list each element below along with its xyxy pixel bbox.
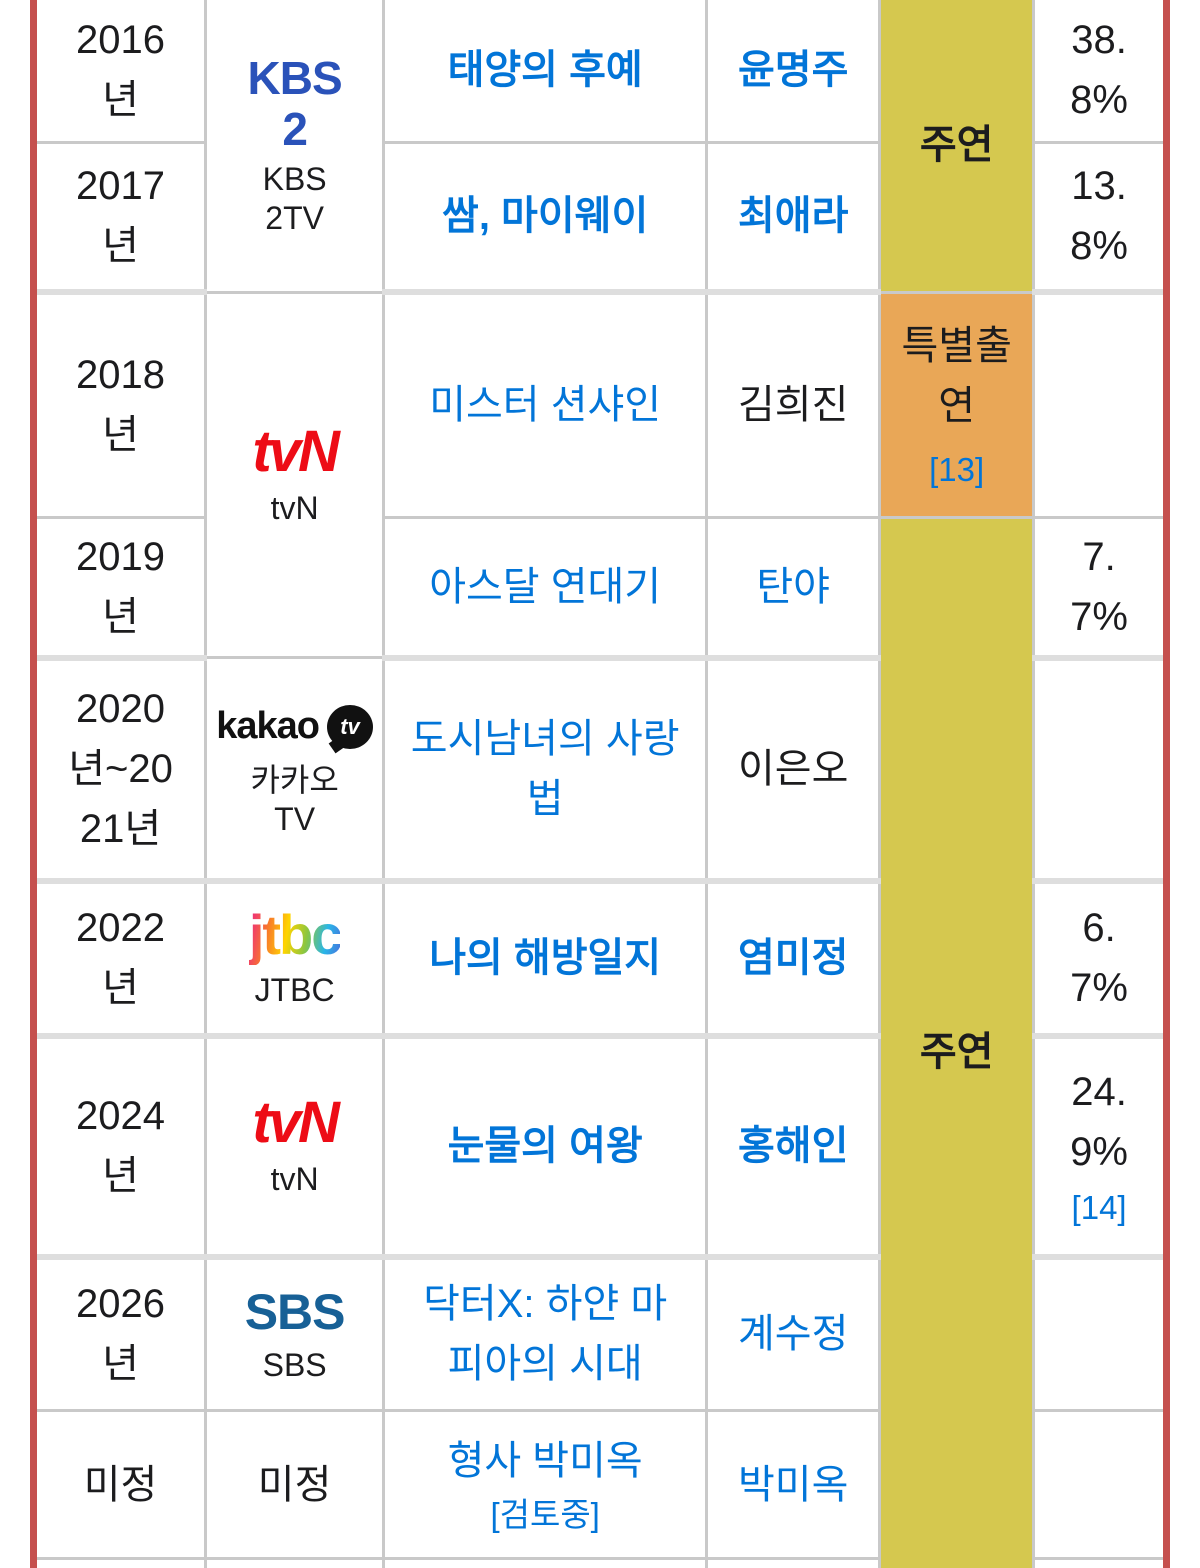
year-cell	[31, 1558, 208, 1568]
title-link[interactable]: 도시남녀의 사랑법	[410, 717, 680, 821]
rating-cell	[1032, 1410, 1168, 1560]
title-link[interactable]: 미스터 션샤인	[429, 383, 662, 428]
role-cell: 탄야	[705, 517, 882, 661]
network-cell-tvn: tvN tvN	[204, 292, 386, 659]
year-cell: 2020년~2021년	[31, 657, 208, 884]
network-caption: tvN	[270, 1161, 319, 1198]
year-cell: 미정	[31, 1410, 208, 1560]
kakao-tv-bubble-icon: tv	[326, 704, 373, 749]
rating-cell	[1032, 292, 1168, 519]
rating-value: 6.7%	[1070, 906, 1128, 1010]
rating-value: 7.7%	[1070, 534, 1128, 639]
network-cell-tbd: 미정	[204, 1410, 386, 1560]
tvn-logo[interactable]: tvN	[252, 419, 339, 485]
role-cell: 홍해인	[705, 1035, 882, 1260]
network-caption: tvN	[270, 490, 319, 526]
rating-value: 24.9%	[1070, 1069, 1128, 1174]
rating-cell: 7.7%	[1032, 517, 1168, 661]
title-cell: 태양의 후예	[382, 0, 709, 144]
network-caption: JTBC	[254, 972, 335, 1009]
role-cell: 계수정	[705, 1256, 882, 1412]
title-link[interactable]: 나의 해방일지	[429, 936, 662, 980]
special-appearance-badge: 특별출연 [13]	[878, 292, 1036, 519]
network-cell	[204, 1558, 386, 1568]
title-cell: 눈물의 여왕	[382, 1035, 709, 1260]
network-tbd-text: 미정	[257, 1462, 332, 1507]
rating-cell: 24.9% [14]	[1032, 1035, 1168, 1260]
year-cell: 2019년	[31, 517, 208, 661]
year-cell: 2017년	[31, 142, 208, 295]
year-cell: 2022년	[31, 880, 208, 1039]
network-cell-jtbc: jtbc JTBC	[204, 880, 386, 1039]
title-link[interactable]: 쌈, 마이웨이	[442, 194, 649, 239]
title-cell: 나의 해방일지	[382, 880, 709, 1039]
kakaotv-logo[interactable]: kakao tv	[216, 698, 373, 755]
title-cell: 도시남녀의 사랑법	[382, 657, 709, 884]
year-cell: 2026년	[31, 1256, 208, 1412]
jtbc-logo[interactable]: jtbc	[248, 903, 343, 967]
network-cell-tvn2: tvN tvN	[204, 1035, 386, 1260]
title-cell: 미스터 션샤인	[382, 292, 709, 519]
title-cell: 닥터X: 하얀 마피아의 시대	[382, 1256, 709, 1412]
title-cell	[382, 1558, 709, 1568]
rating-cell	[1032, 1558, 1168, 1568]
role-text: 이은오	[737, 747, 849, 791]
network-cell-kakaotv: kakao tv 카카오TV	[204, 657, 386, 884]
year-cell: 2024년	[31, 1035, 208, 1260]
role-cell: 최애라	[705, 142, 882, 295]
role-link[interactable]: 계수정	[737, 1312, 849, 1357]
title-link[interactable]: 닥터X: 하얀 마피아의 시대	[423, 1282, 668, 1387]
network-caption: KBS 2TV	[262, 161, 327, 236]
title-link[interactable]: 아스달 연대기	[429, 564, 662, 609]
role-link[interactable]: 홍해인	[737, 1124, 849, 1168]
role-cell	[705, 1558, 882, 1568]
rating-cell: 13.8%	[1032, 142, 1168, 295]
network-cell-sbs: SBS SBS	[204, 1256, 386, 1412]
rating-cell	[1032, 657, 1168, 884]
network-caption: SBS	[262, 1346, 327, 1383]
role-cell: 이은오	[705, 657, 882, 884]
footnote-ref-14[interactable]: [14]	[1071, 1188, 1127, 1226]
role-link[interactable]: 염미정	[737, 936, 849, 980]
year-cell: 2016년	[31, 0, 208, 144]
title-cell: 아스달 연대기	[382, 517, 709, 661]
role-cell: 김희진	[705, 292, 882, 519]
title-link[interactable]: 눈물의 여왕	[447, 1124, 643, 1168]
title-cell: 형사 박미옥 [검토중]	[382, 1410, 709, 1560]
rating-cell: 38.8%	[1032, 0, 1168, 144]
role-link[interactable]: 탄야	[756, 564, 830, 609]
filmography-table: 2016년 KBS 2 KBS 2TV 태양의 후예 윤명주 주연	[30, 0, 1170, 1568]
title-link[interactable]: 태양의 후예	[447, 48, 643, 93]
network-cell-kbs2: KBS 2 KBS 2TV	[204, 0, 386, 294]
role-cell: 염미정	[705, 880, 882, 1039]
role-text: 김희진	[737, 383, 849, 428]
role-link[interactable]: 박미옥	[737, 1462, 849, 1507]
lead-role-badge: 주연	[878, 0, 1036, 294]
rating-cell: 6.7%	[1032, 880, 1168, 1039]
footnote-ref-13[interactable]: [13]	[929, 451, 985, 489]
role-link[interactable]: 최애라	[737, 194, 849, 239]
rating-value: 13.8%	[1070, 164, 1128, 269]
sbs-logo[interactable]: SBS	[244, 1283, 346, 1340]
footnote-ref-review[interactable]: [검토중]	[490, 1496, 600, 1534]
network-caption: 카카오TV	[250, 762, 339, 837]
title-link[interactable]: 형사 박미옥	[447, 1439, 643, 1484]
year-cell: 2018년	[31, 292, 208, 519]
role-link[interactable]: 윤명주	[737, 48, 849, 93]
rating-value: 38.8%	[1070, 18, 1128, 123]
kbs2-logo[interactable]: KBS 2	[247, 52, 343, 155]
role-cell: 박미옥	[705, 1410, 882, 1560]
rating-cell	[1032, 1256, 1168, 1412]
filmography-table-wrap: 2016년 KBS 2 KBS 2TV 태양의 후예 윤명주 주연	[30, 0, 1172, 1568]
role-cell: 윤명주	[705, 0, 882, 144]
title-cell: 쌈, 마이웨이	[382, 142, 709, 295]
tvn-logo[interactable]: tvN	[252, 1090, 339, 1156]
lead-role-badge: 주연	[878, 517, 1036, 1568]
